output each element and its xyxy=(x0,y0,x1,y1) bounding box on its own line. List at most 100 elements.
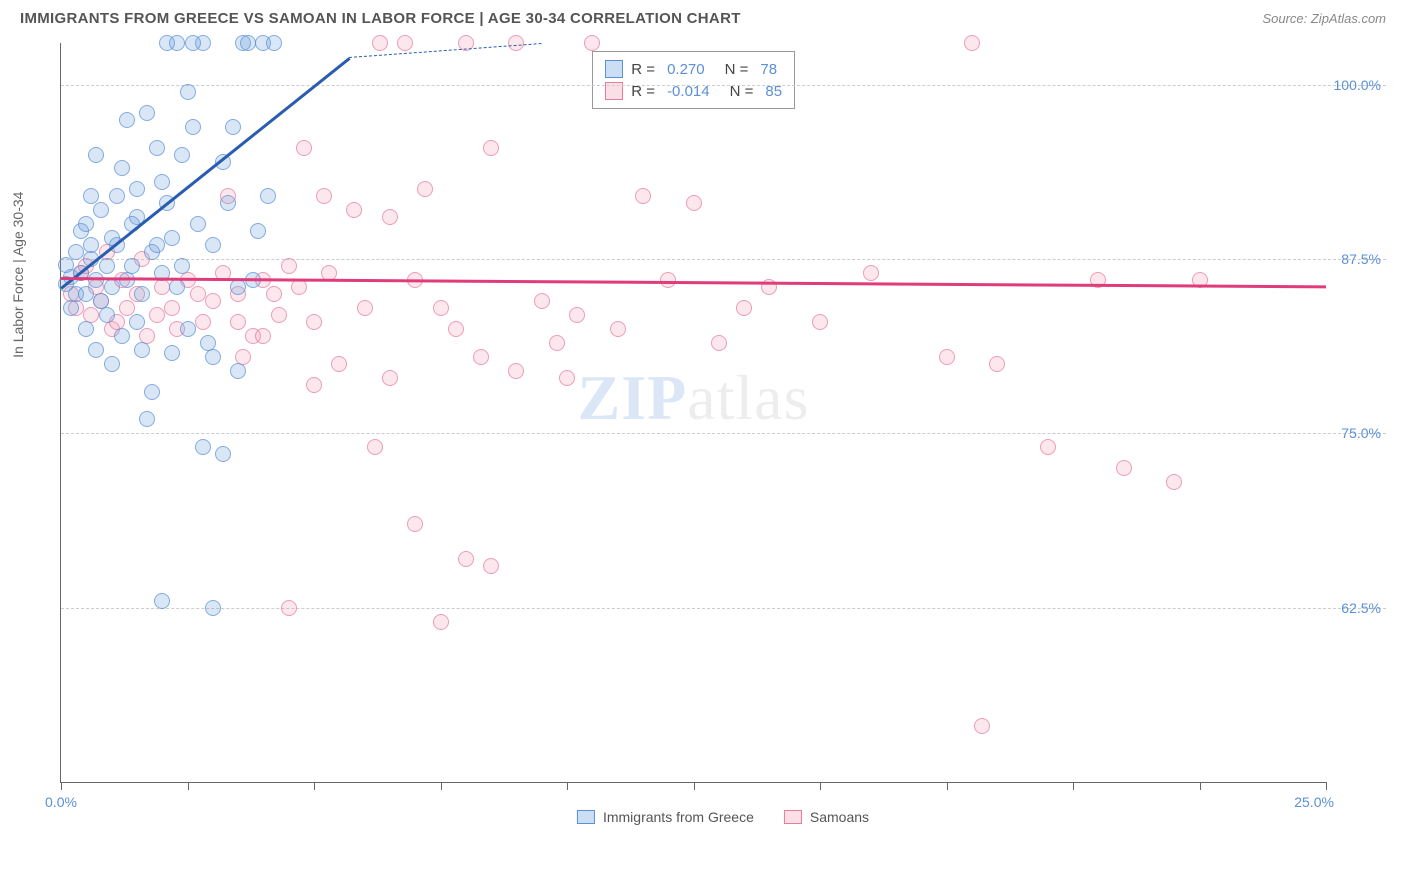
x-tick xyxy=(567,782,568,790)
data-point xyxy=(134,286,150,302)
data-point xyxy=(736,300,752,316)
gridline xyxy=(61,608,1386,609)
bottom-legend-item1: Immigrants from Greece xyxy=(577,809,754,825)
data-point xyxy=(99,307,115,323)
data-point xyxy=(230,363,246,379)
data-point xyxy=(812,314,828,330)
data-point xyxy=(1040,439,1056,455)
data-point xyxy=(114,160,130,176)
data-point xyxy=(109,188,125,204)
data-point xyxy=(569,307,585,323)
x-tick xyxy=(1200,782,1201,790)
y-axis-label: In Labor Force | Age 30-34 xyxy=(10,192,26,358)
data-point xyxy=(134,342,150,358)
data-point xyxy=(205,237,221,253)
data-point xyxy=(83,237,99,253)
data-point xyxy=(154,279,170,295)
n-label: N = xyxy=(725,61,749,78)
data-point xyxy=(205,600,221,616)
data-point xyxy=(281,258,297,274)
bottom-legend-label2: Samoans xyxy=(810,809,869,825)
data-point xyxy=(164,345,180,361)
chart-title: IMMIGRANTS FROM GREECE VS SAMOAN IN LABO… xyxy=(20,10,741,27)
data-point xyxy=(220,195,236,211)
data-point xyxy=(169,35,185,51)
data-point xyxy=(939,349,955,365)
data-point xyxy=(88,272,104,288)
x-tick-label: 0.0% xyxy=(45,794,77,810)
gridline xyxy=(61,259,1386,260)
series1-n-value: 78 xyxy=(760,61,777,78)
legend-row-series1: R = 0.270 N = 78 xyxy=(605,58,782,80)
data-point xyxy=(382,209,398,225)
data-point xyxy=(114,328,130,344)
data-point xyxy=(534,293,550,309)
data-point xyxy=(291,279,307,295)
y-tick-label: 87.5% xyxy=(1341,251,1381,267)
data-point xyxy=(190,216,206,232)
data-point xyxy=(205,349,221,365)
data-point xyxy=(78,216,94,232)
x-tick xyxy=(820,782,821,790)
x-tick xyxy=(441,782,442,790)
plot-area: ZIPatlas R = 0.270 N = 78 R = -0.014 N =… xyxy=(60,43,1326,783)
data-point xyxy=(104,279,120,295)
data-point xyxy=(610,321,626,337)
x-tick xyxy=(947,782,948,790)
data-point xyxy=(711,335,727,351)
data-point xyxy=(174,258,190,274)
data-point xyxy=(281,600,297,616)
x-tick-label: 25.0% xyxy=(1294,794,1334,810)
data-point xyxy=(230,314,246,330)
data-point xyxy=(180,84,196,100)
source-attribution: Source: ZipAtlas.com xyxy=(1262,11,1386,26)
legend-row-series2: R = -0.014 N = 85 xyxy=(605,80,782,102)
data-point xyxy=(104,356,120,372)
data-point xyxy=(250,223,266,239)
data-point xyxy=(974,718,990,734)
data-point xyxy=(225,119,241,135)
data-point xyxy=(306,377,322,393)
data-point xyxy=(215,446,231,462)
data-point xyxy=(93,202,109,218)
data-point xyxy=(88,342,104,358)
legend-swatch-series1 xyxy=(605,60,623,78)
data-point xyxy=(119,300,135,316)
data-point xyxy=(78,286,94,302)
data-point xyxy=(78,321,94,337)
data-point xyxy=(195,314,211,330)
data-point xyxy=(989,356,1005,372)
data-point xyxy=(863,265,879,281)
data-point xyxy=(119,272,135,288)
data-point xyxy=(169,279,185,295)
data-point xyxy=(686,195,702,211)
data-point xyxy=(296,140,312,156)
bottom-legend-label1: Immigrants from Greece xyxy=(603,809,754,825)
data-point xyxy=(99,258,115,274)
chart-container: In Labor Force | Age 30-34 ZIPatlas R = … xyxy=(60,33,1386,833)
data-point xyxy=(63,300,79,316)
bottom-swatch-series2 xyxy=(784,810,802,824)
bottom-legend-item2: Samoans xyxy=(784,809,869,825)
data-point xyxy=(584,35,600,51)
bottom-legend: Immigrants from Greece Samoans xyxy=(577,809,869,825)
data-point xyxy=(205,293,221,309)
data-point xyxy=(260,188,276,204)
data-point xyxy=(448,321,464,337)
trend-line xyxy=(60,57,350,289)
watermark: ZIPatlas xyxy=(578,361,810,435)
x-tick xyxy=(1073,782,1074,790)
x-tick xyxy=(1326,782,1327,790)
data-point xyxy=(635,188,651,204)
data-point xyxy=(144,384,160,400)
data-point xyxy=(458,551,474,567)
data-point xyxy=(154,593,170,609)
data-point xyxy=(271,307,287,323)
data-point xyxy=(88,147,104,163)
x-tick xyxy=(188,782,189,790)
data-point xyxy=(240,35,256,51)
data-point xyxy=(508,363,524,379)
data-point xyxy=(1166,474,1182,490)
data-point xyxy=(559,370,575,386)
data-point xyxy=(433,614,449,630)
